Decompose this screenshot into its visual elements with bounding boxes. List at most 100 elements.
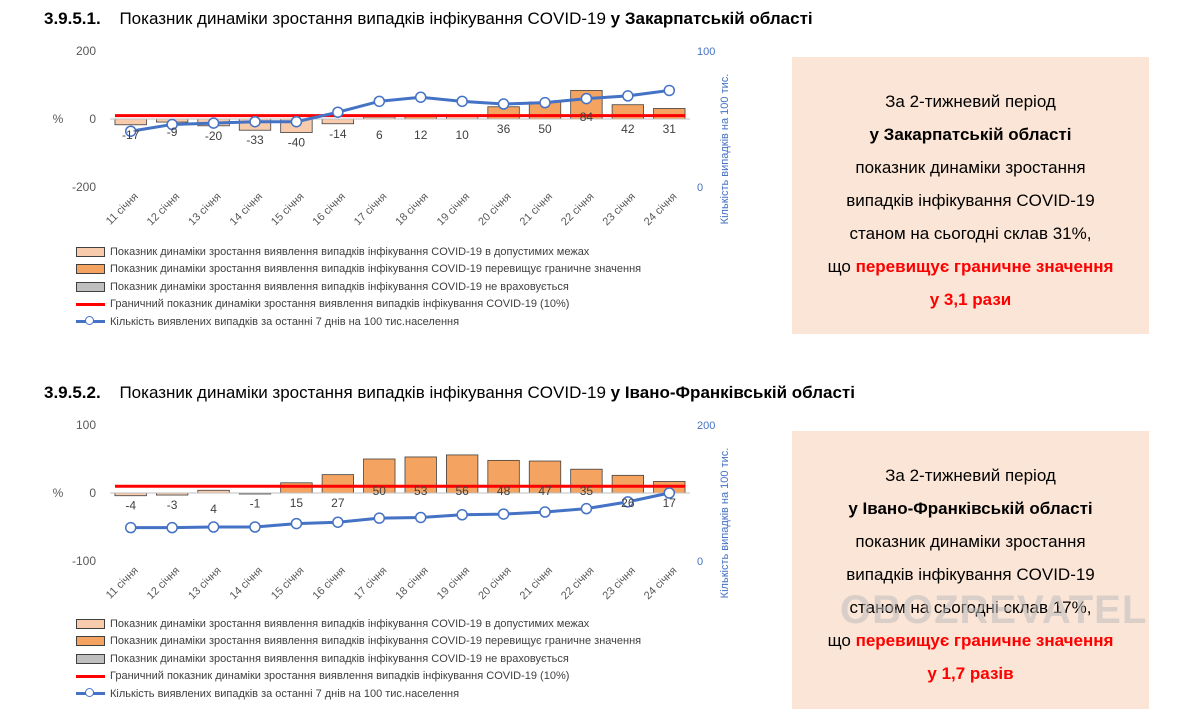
summary-ratio: у 3,1 рази — [929, 290, 1012, 309]
summary-line: випадків інфікування COVID-19 — [846, 191, 1095, 210]
summary-value: станом на сьогодні склав 17%, — [849, 598, 1092, 617]
legend-label: Граничний показник динаміки зростання ви… — [110, 670, 570, 683]
x-tick-label: 24 січня — [642, 191, 680, 229]
bar-data-label: -3 — [167, 498, 178, 512]
bar — [321, 118, 355, 125]
summary-exceeds: перевищує граничне значення — [855, 631, 1114, 650]
bar-data-label: 10 — [455, 128, 469, 142]
summary-box: За 2-тижневий період у Івано-Франківські… — [792, 431, 1149, 709]
summary-line: показник динаміки зростання — [855, 158, 1086, 177]
bar — [114, 118, 147, 126]
legend-swatch — [76, 653, 105, 664]
summary-line: показник динаміки зростання — [855, 532, 1086, 551]
x-tick-label: 17 січня — [352, 565, 390, 603]
cases-point — [290, 517, 303, 530]
legend-item-bar-ignored: Показник динаміки зростання виявлення ви… — [76, 278, 641, 296]
cases-point — [249, 521, 261, 533]
x-tick-label: 11 січня — [104, 565, 141, 602]
bar — [653, 108, 686, 120]
cases-point — [663, 84, 676, 97]
cases-point — [332, 106, 344, 118]
bar-data-label: -14 — [329, 127, 347, 141]
cases-point — [580, 92, 593, 105]
x-tick-label: 19 січня — [435, 565, 473, 603]
cases-point — [207, 117, 220, 129]
section-title: 3.9.5.1. Показник динаміки зростання вип… — [44, 9, 813, 29]
bar-data-label: 15 — [290, 496, 304, 510]
legend-item-bar-allowed: Показник динаміки зростання виявлення ви… — [76, 615, 641, 633]
x-tick-label: 20 січня — [476, 191, 514, 229]
y-right-axis-label: Кількість випадків на 100 тис. — [719, 448, 731, 599]
legend: Показник динаміки зростання виявлення ви… — [76, 615, 641, 703]
x-tick-label: 21 січня — [518, 191, 556, 229]
y-tick-label: 200 — [76, 44, 96, 58]
bar-data-label: -40 — [288, 136, 306, 150]
cases-series-line — [130, 88, 670, 133]
y-tick-label: 100 — [76, 418, 96, 432]
y-right-tick-label: 200 — [697, 420, 715, 432]
cases-point — [456, 95, 468, 108]
bar-data-label: 56 — [455, 484, 469, 498]
y-right-axis-label: Кількість випадків на 100 тис. — [719, 74, 731, 225]
x-tick-label: 17 січня — [352, 191, 390, 229]
bar-data-label: 48 — [497, 484, 511, 498]
cases-point — [456, 509, 468, 521]
legend-label: Граничний показник динаміки зростання ви… — [110, 298, 570, 311]
y-tick-label: -200 — [72, 180, 96, 194]
bar-data-label: 12 — [414, 128, 428, 142]
legend-item-bar-exceeds: Показник динаміки зростання виявлення ви… — [76, 261, 641, 279]
legend-label: Показник динаміки зростання виявлення ви… — [110, 635, 642, 648]
title-text: Показник динаміки зростання випадків інф… — [119, 9, 606, 28]
cases-point — [414, 91, 427, 103]
x-tick-label: 13 січня — [186, 191, 224, 229]
x-tick-label: 22 січня — [559, 565, 597, 603]
legend-item-bar-exceeds: Показник динаміки зростання виявлення ви… — [76, 633, 641, 651]
x-tick-label: 24 січня — [642, 565, 680, 603]
section-zakarpattia: 3.9.5.1. Показник динаміки зростання вип… — [44, 9, 1149, 334]
bar — [280, 482, 313, 494]
cases-point — [166, 521, 178, 534]
section-number: 3.9.5.2. — [44, 383, 101, 402]
y-tick-label: 0 — [89, 112, 96, 126]
bar — [611, 474, 644, 494]
section-number: 3.9.5.1. — [44, 9, 101, 28]
legend-swatch — [76, 316, 105, 326]
cases-point — [124, 521, 137, 534]
y-right-tick-label: 0 — [697, 556, 703, 568]
section-ivano-frankivsk: 3.9.5.2. Показник динаміки зростання вип… — [0, 372, 1188, 709]
legend-label: Показник динаміки зростання виявлення ви… — [110, 245, 590, 258]
chart-ivano-frankivsk: -100 0 100% 0 200 Кількість випадків на 100 т… — [53, 418, 731, 603]
legend-item-threshold: Граничний показник динаміки зростання ви… — [76, 668, 641, 686]
y-tick-label: 0 — [89, 486, 96, 500]
cases-point — [332, 516, 344, 528]
legend-swatch — [76, 246, 105, 257]
legend-item-threshold: Граничний показник динаміки зростання ви… — [76, 296, 641, 314]
bar-data-label: 42 — [621, 122, 635, 136]
y-axis-label: % — [53, 486, 64, 500]
cases-series-line — [130, 491, 670, 530]
cases-point — [373, 512, 386, 524]
cases-point — [373, 95, 386, 108]
summary-prefix: що — [827, 257, 856, 276]
legend-swatch — [76, 302, 105, 306]
cases-point — [290, 115, 303, 128]
bar-data-label: 36 — [497, 122, 511, 136]
legend-item-bar-allowed: Показник динаміки зростання виявлення ви… — [76, 243, 641, 261]
cases-point — [249, 115, 261, 128]
summary-conclusion: що перевищує граничне значення — [792, 624, 1149, 657]
bar-data-label: 31 — [663, 122, 677, 136]
bar-data-label: -4 — [125, 499, 136, 513]
legend-swatch — [76, 618, 105, 629]
bar-data-label: 27 — [331, 496, 345, 510]
x-tick-label: 21 січня — [518, 565, 556, 603]
summary-conclusion: що перевищує граничне значення — [792, 250, 1149, 283]
cases-point — [663, 487, 676, 499]
legend-swatch — [76, 636, 105, 647]
bar — [321, 474, 355, 494]
cases-point — [124, 125, 137, 137]
title-region: у Закарпатській області — [610, 9, 813, 28]
x-tick-label: 23 січня — [601, 191, 639, 229]
legend-item-cases-line: Кількість виявлених випадків за останні … — [76, 313, 641, 331]
cases-point — [497, 98, 510, 110]
bar-data-label: -1 — [250, 497, 261, 511]
